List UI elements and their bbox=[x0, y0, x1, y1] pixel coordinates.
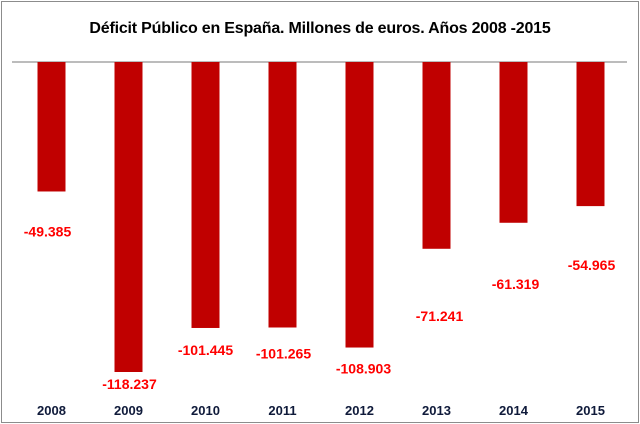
data-label-2009: -118.237 bbox=[102, 376, 157, 392]
bar-2015 bbox=[576, 62, 605, 207]
x-tick-label-2014: 2014 bbox=[499, 403, 529, 418]
x-tick-label-2009: 2009 bbox=[114, 403, 143, 418]
bar-2012 bbox=[345, 62, 374, 348]
data-label-2015: -54.965 bbox=[568, 257, 616, 273]
bar-2013 bbox=[422, 62, 451, 249]
bar-2008 bbox=[37, 62, 66, 192]
x-tick-label-2011: 2011 bbox=[268, 403, 296, 418]
chart-title: Déficit Público en España. Millones de e… bbox=[89, 20, 551, 37]
data-label-2012: -108.903 bbox=[336, 361, 391, 377]
data-label-2013: -71.241 bbox=[416, 308, 464, 324]
bar-2014 bbox=[499, 62, 528, 223]
data-label-2014: -61.319 bbox=[492, 276, 540, 292]
x-tick-label-2008: 2008 bbox=[37, 403, 66, 418]
data-label-2011: -101.265 bbox=[256, 346, 311, 362]
x-tick-label-2015: 2015 bbox=[576, 403, 605, 418]
bar-2009 bbox=[114, 62, 143, 372]
x-tick-label-2013: 2013 bbox=[422, 403, 451, 418]
bar-2010 bbox=[191, 62, 220, 328]
x-tick-label-2010: 2010 bbox=[191, 403, 220, 418]
data-label-2010: -101.445 bbox=[178, 342, 233, 358]
x-tick-label-2012: 2012 bbox=[345, 403, 374, 418]
bar-2011 bbox=[268, 62, 297, 328]
data-label-2008: -49.385 bbox=[24, 223, 72, 239]
